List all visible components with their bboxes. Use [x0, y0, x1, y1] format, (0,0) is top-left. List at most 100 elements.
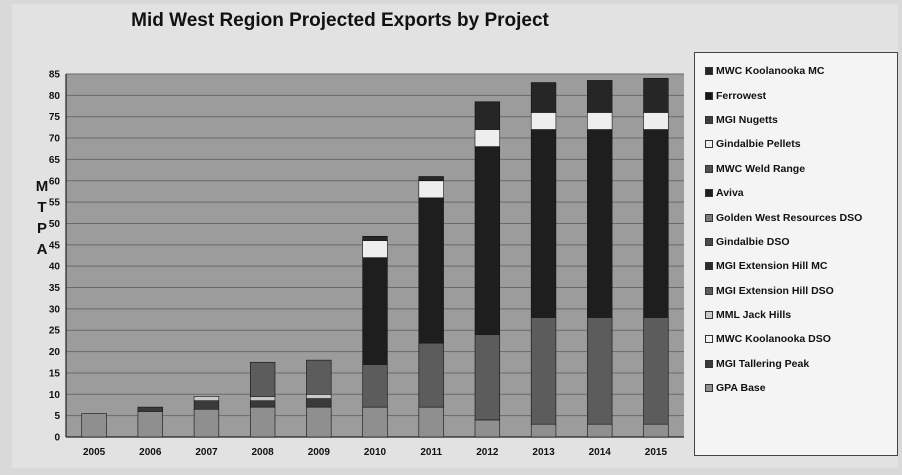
- bar-segment: [418, 406, 444, 438]
- bar-segment: [530, 317, 557, 425]
- bar-segment: [643, 423, 669, 438]
- bar-segment: [362, 364, 388, 408]
- legend-label: MWC Koolanooka MC: [716, 65, 825, 78]
- legend-swatch: [705, 140, 713, 149]
- bar-segment: [249, 361, 276, 397]
- y-tick-label: 55: [49, 198, 61, 209]
- y-tick-label: 30: [49, 304, 61, 315]
- x-tick-label: 2012: [476, 447, 499, 458]
- bar-segment: [643, 77, 669, 113]
- legend-swatch: [705, 189, 713, 198]
- y-tick-label: 75: [49, 112, 61, 123]
- bar-segment: [530, 82, 557, 113]
- legend-item: MGI Tallering Peak: [705, 352, 897, 376]
- legend-swatch: [705, 115, 713, 124]
- legend-item: MWC Weld Range: [705, 157, 897, 181]
- y-tick-label: 10: [49, 390, 61, 401]
- bar-segment: [362, 257, 388, 365]
- bar-segment: [587, 317, 613, 425]
- bar-segment: [530, 112, 557, 130]
- legend-label: Golden West Resources DSO: [716, 211, 863, 224]
- x-tick-label: 2006: [139, 447, 162, 458]
- legend-label: MGI Extension Hill DSO: [716, 284, 834, 297]
- legend-label: MWC Koolanooka DSO: [716, 333, 831, 346]
- legend-item: GPA Base: [705, 376, 897, 400]
- legend-label: MGI Tallering Peak: [716, 357, 810, 370]
- y-tick-label: 85: [49, 70, 61, 81]
- bar-segment: [306, 393, 332, 399]
- bar-segment: [643, 129, 669, 318]
- y-tick-label: 80: [49, 91, 61, 102]
- bar-segment: [193, 400, 220, 410]
- legend-item: MWC Koolanooka MC: [705, 59, 897, 83]
- legend-swatch: [705, 286, 713, 295]
- bar-segment: [643, 317, 669, 425]
- y-tick-label: 20: [49, 347, 61, 358]
- legend-item: Ferrowest: [705, 83, 897, 107]
- y-tick-label: 45: [49, 240, 61, 251]
- bar-segment: [306, 359, 332, 395]
- bar-segment: [306, 406, 332, 438]
- chart-title: Mid West Region Projected Exports by Pro…: [131, 10, 549, 31]
- legend-swatch: [705, 262, 713, 271]
- bar-segment: [643, 112, 669, 130]
- legend-item: Golden West Resources DSO: [705, 205, 897, 229]
- bar-segment: [587, 112, 613, 130]
- bar-segment: [137, 411, 163, 438]
- bar-segment: [474, 334, 501, 421]
- x-tick-label: 2008: [252, 447, 275, 458]
- x-tick-label: 2014: [589, 447, 612, 458]
- x-tick-label: 2005: [83, 447, 106, 458]
- legend-label: Gindalbie Pellets: [716, 138, 801, 151]
- legend-swatch: [705, 311, 713, 320]
- y-tick-label: 70: [49, 134, 61, 145]
- bar-segment: [137, 406, 163, 412]
- legend-item: MWC Koolanooka DSO: [705, 327, 897, 351]
- y-tick-label: 5: [54, 411, 60, 422]
- bar-segment: [249, 396, 276, 402]
- chart-legend: MWC Koolanooka MC Ferrowest MGI Nugetts Gin…: [694, 52, 898, 456]
- legend-item: MML Jack Hills: [705, 303, 897, 327]
- legend-swatch: [705, 213, 713, 222]
- legend-swatch: [705, 384, 713, 393]
- x-tick-label: 2010: [364, 447, 387, 458]
- legend-swatch: [705, 67, 713, 76]
- bar-segment: [530, 423, 557, 438]
- bar-segment: [249, 400, 276, 408]
- legend-label: MWC Weld Range: [716, 162, 806, 175]
- bar-segment: [530, 129, 557, 318]
- legend-swatch: [705, 91, 713, 100]
- legend-label: Gindalbie DSO: [716, 235, 790, 248]
- bar-segment: [362, 235, 388, 241]
- legend-label: Aviva: [716, 187, 744, 200]
- legend-item: Aviva: [705, 181, 897, 205]
- legend-label: MGI Nugetts: [716, 113, 778, 126]
- legend-swatch: [705, 164, 713, 173]
- x-tick-label: 2015: [645, 447, 668, 458]
- bar-segment: [193, 396, 220, 402]
- bar-segment: [81, 413, 107, 438]
- bar-segment: [362, 240, 388, 258]
- legend-item: Gindalbie Pellets: [705, 132, 897, 156]
- y-axis-label: M T P A: [35, 178, 49, 258]
- y-tick-label: 25: [49, 326, 61, 337]
- bar-segment: [474, 419, 501, 438]
- bar-segment: [362, 406, 388, 438]
- legend-item: MGI Extension Hill MC: [705, 254, 897, 278]
- legend-swatch: [705, 359, 713, 368]
- x-tick-label: 2007: [195, 447, 218, 458]
- y-tick-label: 60: [49, 176, 61, 187]
- bar-segment: [587, 129, 613, 318]
- bar-segment: [587, 80, 613, 113]
- legend-label: MML Jack Hills: [716, 309, 792, 322]
- legend-label: Ferrowest: [716, 89, 767, 102]
- y-tick-label: 0: [54, 433, 60, 444]
- x-tick-label: 2009: [308, 447, 331, 458]
- bar-segment: [418, 342, 444, 408]
- bar-segment: [474, 146, 501, 335]
- legend-item: Gindalbie DSO: [705, 230, 897, 254]
- bar-segment: [306, 398, 332, 408]
- bar-segment: [418, 180, 444, 199]
- x-tick-label: 2013: [532, 447, 555, 458]
- y-tick-label: 65: [49, 155, 61, 166]
